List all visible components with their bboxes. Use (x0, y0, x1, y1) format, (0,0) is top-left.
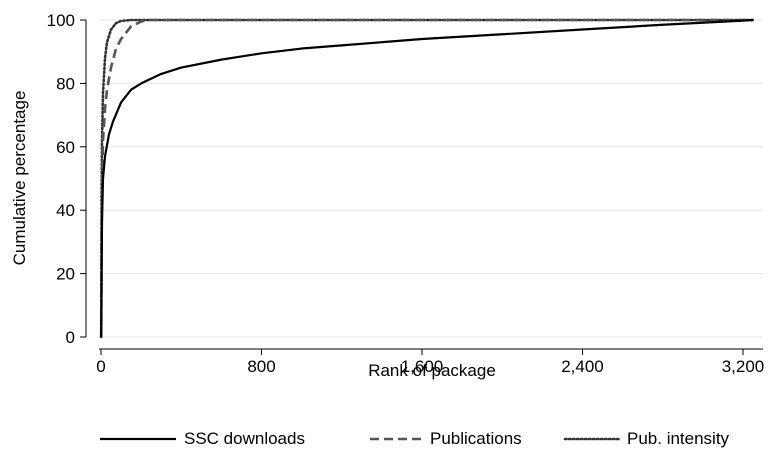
y-tick-label: 80 (56, 74, 75, 93)
series-line-ssc-downloads (100, 18, 754, 338)
x-tick-label: 3,200 (722, 357, 765, 376)
x-tick-label: 1,600 (401, 357, 444, 376)
legend: SSC downloads Publications Pub. intensity (100, 429, 730, 448)
y-tick-label: 60 (56, 138, 75, 157)
grid (99, 19, 763, 338)
axes (85, 20, 763, 350)
series-line-publications (99, 18, 754, 338)
x-tick-label: 2,400 (561, 357, 604, 376)
y-ticks: 0 20 40 60 80 100 (47, 11, 86, 347)
series-lines (99, 18, 755, 339)
x-tick-label: 800 (247, 357, 275, 376)
legend-entry: SSC downloads (184, 429, 305, 448)
y-tick-label: 20 (56, 265, 75, 284)
series-line-pub-intensity (99, 18, 755, 339)
legend-entry: Pub. intensity (627, 429, 730, 448)
legend-entry: Publications (430, 429, 522, 448)
x-axis-title: Rank of package (368, 361, 496, 380)
y-axis-title: Cumulative percentage (10, 91, 29, 266)
x-ticks: 0 800 1,600 2,400 3,200 (96, 349, 764, 376)
y-tick-label: 0 (66, 328, 75, 347)
y-tick-label: 40 (56, 201, 75, 220)
x-tick-label: 0 (96, 357, 105, 376)
y-tick-label: 100 (47, 11, 75, 30)
